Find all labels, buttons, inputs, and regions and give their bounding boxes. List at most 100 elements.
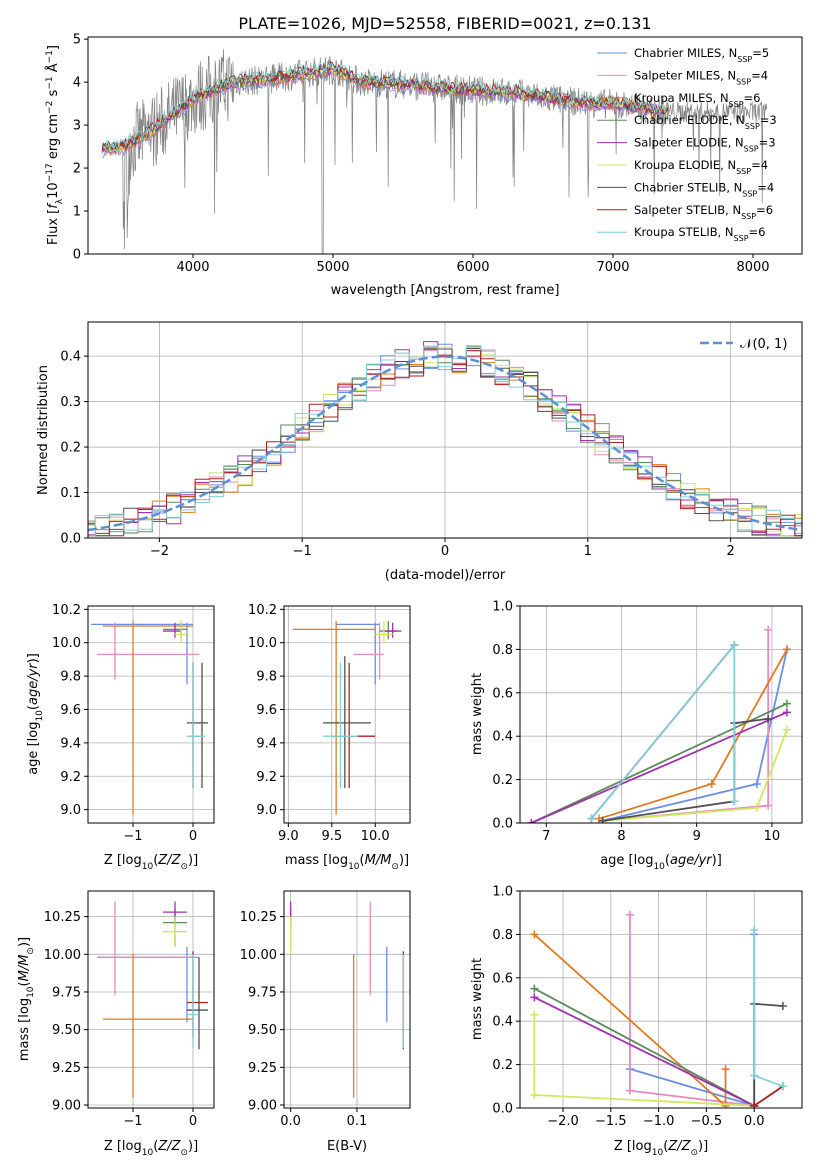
x-tick-label: 8 xyxy=(617,829,625,844)
data-point-marker xyxy=(782,725,791,734)
mass-weight-series-8 xyxy=(753,1085,784,1107)
y-tick-label: 1.0 xyxy=(492,600,513,615)
data-point-marker xyxy=(730,641,739,650)
x-tick-label: 1 xyxy=(584,544,592,559)
legend-label: Salpeter STELIB, NSSP=6 xyxy=(634,203,773,221)
data-point-marker xyxy=(598,816,607,823)
mass-weight-series-3 xyxy=(598,648,788,820)
y-tick-label: 0.8 xyxy=(492,643,513,658)
x-tick-label: 0.0 xyxy=(744,1114,765,1129)
data-point-marker xyxy=(721,1101,730,1108)
mass-weight-series-9 xyxy=(753,930,784,1088)
legend-label: Chabrier STELIB, NSSP=4 xyxy=(634,180,774,198)
data-point-marker xyxy=(530,984,539,993)
y-tick-label: 0.4 xyxy=(60,350,81,365)
y-tick-label: 9.00 xyxy=(248,1098,277,1113)
legend-label: Chabrier MILES, NSSP=5 xyxy=(634,46,769,64)
x-tick-label: 2 xyxy=(726,544,734,559)
data-point-marker xyxy=(782,699,791,708)
x-tick-label: 0.1 xyxy=(347,1114,368,1129)
y-tick-label: 9.0 xyxy=(256,803,277,818)
plot-area xyxy=(88,341,802,537)
mass-weight-series-9 xyxy=(590,642,736,820)
y-tick-label: 9.4 xyxy=(256,736,277,751)
plot-area xyxy=(289,901,405,1098)
y-tick-label: 0.0 xyxy=(492,1102,513,1117)
y-tick-label: 0.3 xyxy=(60,395,81,410)
y-tick-label: 0.0 xyxy=(492,817,513,832)
mass-weight-series-4 xyxy=(530,702,788,823)
y-tick-label: 9.0 xyxy=(60,803,81,818)
y-axis-label: mass [log10(M/M⊙)] xyxy=(17,937,36,1061)
y-tick-label: 10.00 xyxy=(44,948,81,963)
x-tick-label: −0.5 xyxy=(691,1114,723,1129)
axes-frame xyxy=(87,890,215,1109)
plot-area xyxy=(91,621,208,815)
y-tick-label: 10.00 xyxy=(240,948,277,963)
data-point-marker xyxy=(778,1002,787,1011)
y-tick-label: 10.2 xyxy=(248,603,277,618)
mass-weight-series-7 xyxy=(602,717,769,822)
y-tick-label: 1 xyxy=(73,205,81,220)
x-tick-label: −2.0 xyxy=(547,1114,579,1129)
legend-label: Salpeter ELODIE, NSSP=3 xyxy=(634,136,776,154)
spectrum-panel: 4000 5000 6000 7000 8000 0 1 2 3 4 5 Chabrier MILES… xyxy=(45,33,803,298)
x-tick-label: 7 xyxy=(542,829,550,844)
x-axis-label: Z [log10(Z/Z⊙)] xyxy=(614,1139,708,1158)
y-tick-label: 0.4 xyxy=(492,730,513,745)
y-tick-label: 9.6 xyxy=(256,703,277,718)
data-point-marker xyxy=(764,801,773,810)
data-point-marker xyxy=(625,910,634,919)
axes-frame xyxy=(519,890,803,1109)
y-tick-label: 10.0 xyxy=(248,636,277,651)
x-tick-label: 10.0 xyxy=(361,829,390,844)
y-tick-label: 9.4 xyxy=(60,736,81,751)
y-tick-label: 9.8 xyxy=(60,670,81,685)
y-tick-label: 2 xyxy=(73,162,81,177)
legend-label: Salpeter MILES, NSSP=4 xyxy=(634,68,768,86)
x-tick-label: −2 xyxy=(150,544,169,559)
legend-label: Kroupa STELIB, NSSP=6 xyxy=(634,225,765,243)
x-tick-label: 0 xyxy=(189,1114,197,1129)
plot-area xyxy=(527,625,791,823)
y-tick-label: 9.2 xyxy=(256,770,277,785)
y-tick-label: 9.25 xyxy=(52,1061,81,1076)
y-tick-label: 9.8 xyxy=(256,670,277,685)
mass-weight-series-5 xyxy=(530,711,788,823)
x-tick-label: 10 xyxy=(764,829,781,844)
legend-label: 𝒩(0, 1) xyxy=(740,337,787,352)
data-point-marker xyxy=(752,803,761,812)
y-tick-label: 0.2 xyxy=(492,773,513,788)
plot-area xyxy=(292,621,402,815)
mass-vs-extinction-panel: 0.0 0.1 9.00 9.25 9.50 9.75 10.00 10.25 E(B-V) xyxy=(240,890,411,1154)
model-line-series-7 xyxy=(101,61,669,151)
data-point-marker xyxy=(764,625,773,634)
y-tick-label: 0.6 xyxy=(492,971,513,986)
x-tick-label: −1.5 xyxy=(595,1114,627,1129)
y-tick-label: 10.2 xyxy=(52,603,81,618)
mass-weight-series-1 xyxy=(602,649,788,822)
y-tick-label: 10.25 xyxy=(240,910,277,925)
plot-area xyxy=(97,901,208,1098)
y-tick-label: 0.1 xyxy=(60,486,81,501)
x-axis-label: Z [log10(Z/Z⊙)] xyxy=(104,853,198,872)
mass-weight-series-4 xyxy=(533,987,755,1107)
axes-frame xyxy=(283,890,411,1109)
mass-weight-series-1 xyxy=(629,934,756,1108)
y-axis-label: mass weight xyxy=(470,673,485,755)
y-tick-label: 9.75 xyxy=(52,985,81,1000)
data-point-marker xyxy=(707,779,716,788)
y-tick-label: 9.50 xyxy=(52,1023,81,1038)
x-tick-label: 0 xyxy=(189,829,197,844)
plot-area xyxy=(101,49,768,254)
axes-frame xyxy=(283,605,411,824)
data-point-marker xyxy=(530,1090,539,1099)
data-point-marker xyxy=(750,1071,759,1080)
x-axis-label: age [log10(age/yr)] xyxy=(600,853,722,872)
data-point-marker xyxy=(721,1064,730,1073)
data-point-marker xyxy=(625,1086,634,1095)
legend-label: Chabrier ELODIE, NSSP=3 xyxy=(634,113,777,131)
y-tick-label: 0.0 xyxy=(60,532,81,547)
histogram-series-9 xyxy=(88,345,802,537)
axes-frame xyxy=(87,605,215,824)
